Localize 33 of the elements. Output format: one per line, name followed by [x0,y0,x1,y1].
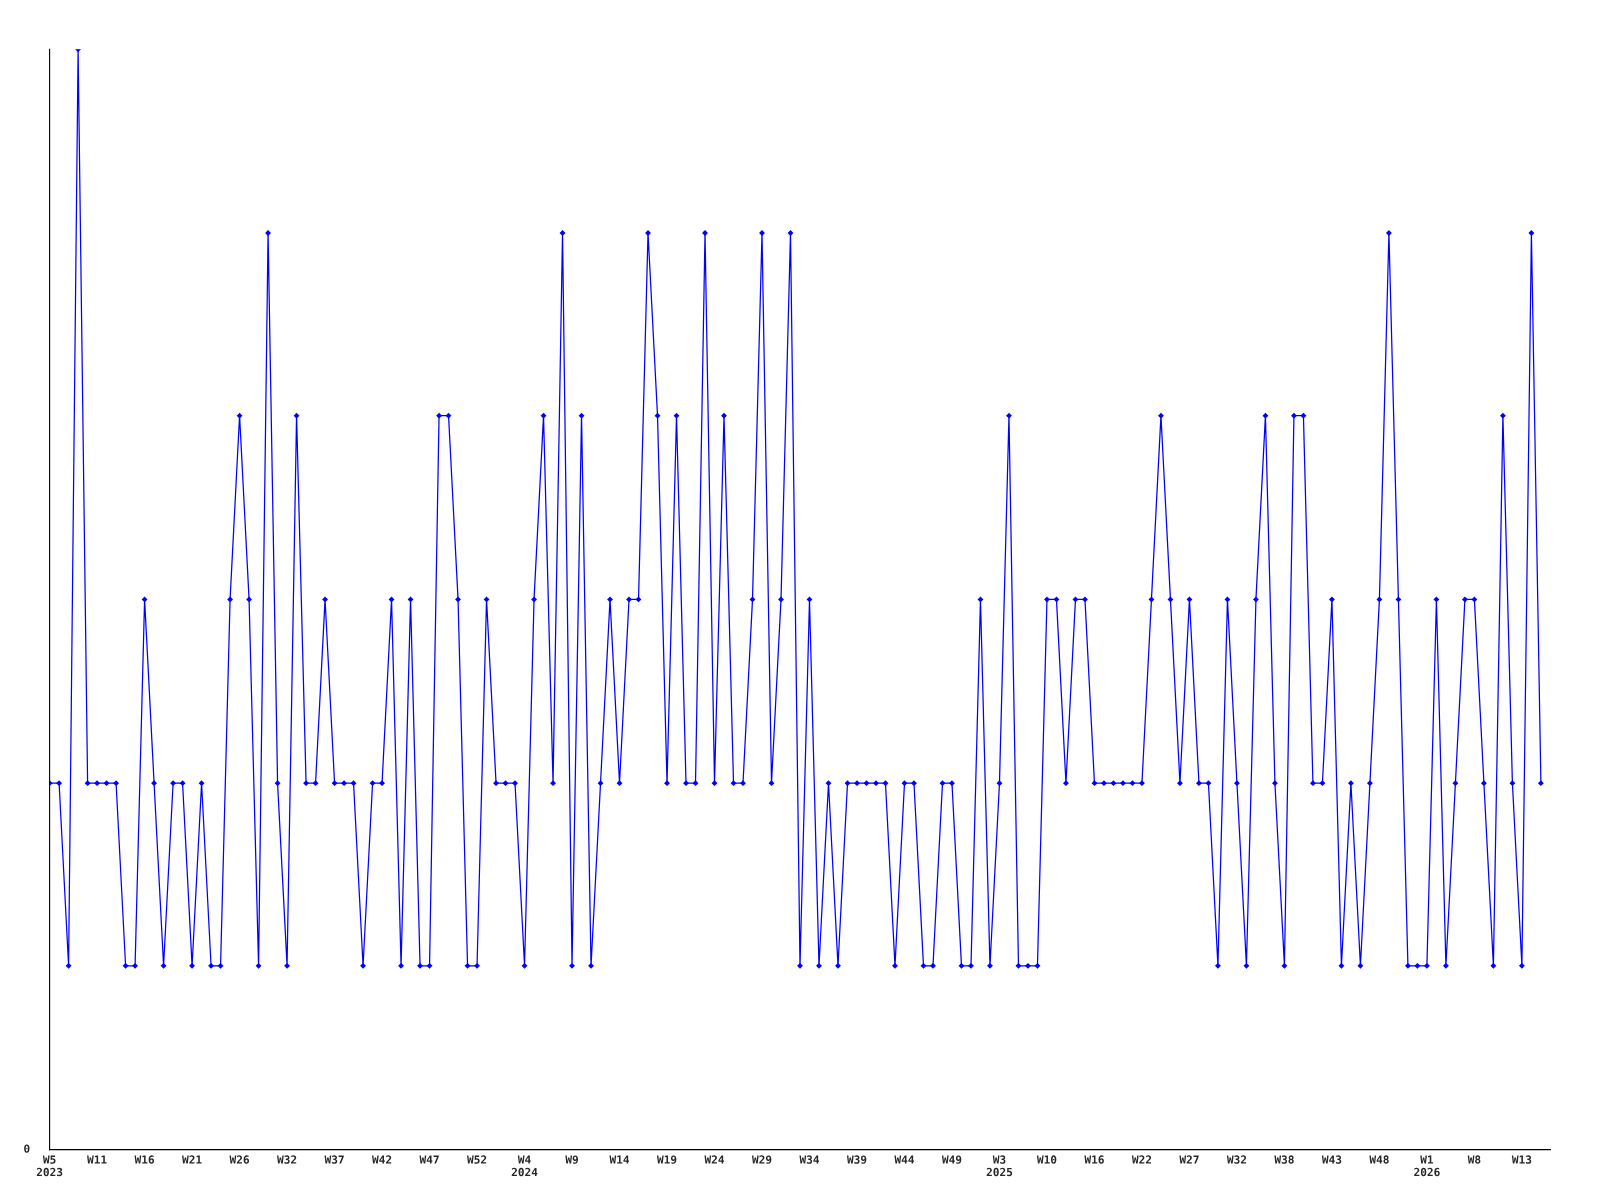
x-tick-label: W5 2023 [36,1155,63,1177]
x-tick-label: W16 [134,1155,155,1164]
x-tick-label: W13 [1511,1155,1532,1164]
x-tick-label: W22 [1131,1155,1152,1164]
x-tick-label: W1 2026 [1414,1155,1440,1177]
x-tick-label: W32 [1226,1155,1247,1164]
x-tick-label: W14 [609,1155,630,1164]
x-tick-label: W39 [846,1155,867,1164]
x-tick-label: W44 [894,1155,915,1164]
x-tick-label: W37 [324,1155,344,1164]
x-tick-label: W47 [419,1155,439,1164]
x-tick-label: W48 [1369,1155,1389,1164]
x-tick-label: W19 [656,1155,677,1164]
x-tick-label: W8 [1467,1155,1481,1164]
x-tick-label: W10 [1036,1155,1057,1164]
x-tick-label: W29 [751,1155,772,1164]
x-tick-label: W42 [372,1155,392,1164]
x-tick-label: W24 [704,1155,725,1164]
x-tick-label: W52 [467,1155,487,1164]
x-tick-label: W43 [1321,1155,1342,1164]
x-tick-label: W16 [1084,1155,1104,1164]
x-tick-label: W32 [277,1155,297,1164]
x-tick-label: W4 2024 [511,1155,538,1177]
x-tick-label: W49 [941,1155,962,1164]
x-tick-label: W21 [182,1155,202,1164]
x-tick-label: W38 [1274,1155,1294,1164]
text: 0 [24,1144,30,1153]
x-tick-label: W11 [87,1155,107,1164]
x-tick-label: W27 [1179,1155,1199,1164]
x-tick-label: W26 [229,1155,250,1164]
x-tick-label: W3 2025 [986,1155,1013,1177]
x-tick-label: W9 [565,1155,579,1164]
x-tick-label: W34 [799,1155,820,1164]
